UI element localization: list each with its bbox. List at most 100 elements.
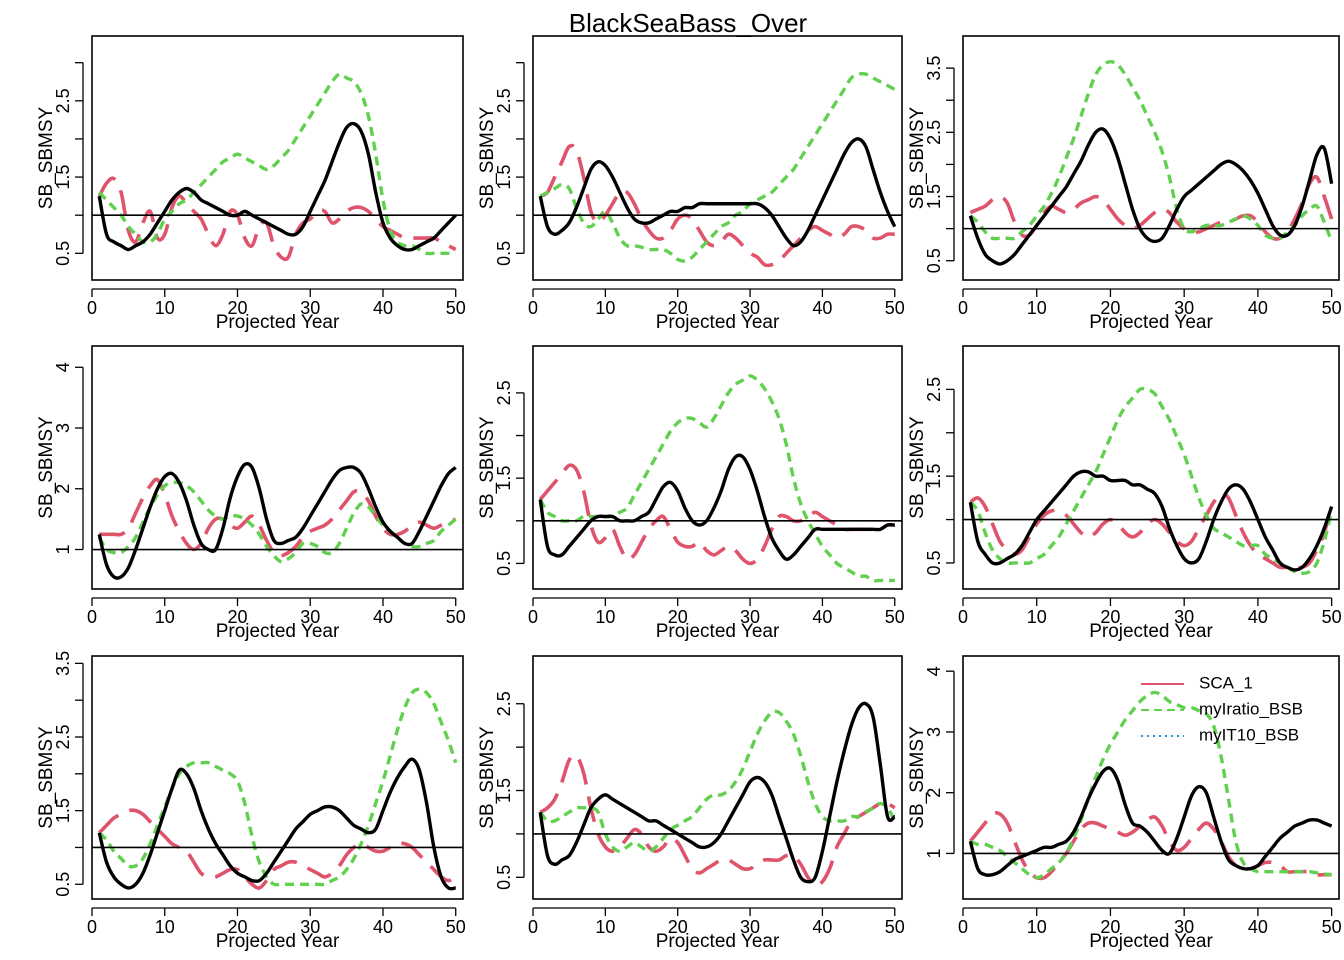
x-tick-label: 50 [1322,298,1342,318]
series-line-iratio [98,687,458,887]
x-tick-label: 30 [1174,917,1194,937]
x-tick-label: 40 [1248,607,1268,627]
series-line-iratio [969,386,1334,576]
plot-frame [962,655,1340,900]
x-tick-label: 40 [812,298,832,318]
x-axis-label: Projected Year [216,621,340,642]
panel-4: 0 10 20 30 40 50 Projected Year 1 2 3 4 SB_SBMSY [36,345,466,642]
x-tick-label: 20 [227,917,247,937]
x-tick-label: 50 [446,298,466,318]
plot-frame [532,345,903,590]
series-group [968,59,1334,266]
x-tick-label: 10 [155,298,175,318]
y-tick-label: 3 [53,423,73,433]
x-tick-label: 20 [1100,917,1120,937]
y-axis-label: SB_SBMSY [36,726,57,829]
x-tick-label: 0 [87,298,97,318]
panel-5: 0 10 20 30 40 50 Projected Year 0.5 1.5 2.5 SB_SBM… [477,345,905,642]
series-line-iratio [98,72,456,256]
plot-frame [532,35,903,281]
x-tick-label: 40 [373,298,393,318]
series-line-sca [969,491,1334,570]
x-tick-label: 30 [300,917,320,937]
series-group [538,701,897,888]
series-line-ref [97,461,457,580]
x-tick-label: 10 [1027,607,1047,627]
y-tick-label: 4 [53,362,73,372]
legend-label: myIT10_BSB [1199,725,1299,744]
y-tick-label: 1.5 [494,466,514,491]
x-tick-label: 10 [1027,917,1047,937]
y-tick-label: 1.5 [494,778,514,803]
x-tick-label: 0 [87,917,97,937]
series-group [97,687,458,891]
series-line-iratio [969,690,1332,880]
series-line-iratio [538,709,897,853]
series-line-iratio [539,71,896,263]
x-axis-label: Projected Year [216,931,340,952]
x-tick-label: 20 [1100,607,1120,627]
x-tick-label: 20 [668,607,688,627]
y-axis-label: SB_SBMSY [477,726,498,829]
x-axis-label: Projected Year [656,312,780,333]
y-tick-label: 0.5 [53,241,73,266]
y-tick-label: 0.5 [924,248,944,273]
y-tick-label: 2.5 [924,120,944,145]
y-tick-label: 1.5 [494,165,514,190]
legend-label: myIratio_BSB [1199,699,1303,718]
y-tick-label: 0.5 [53,872,73,897]
x-tick-label: 20 [668,917,688,937]
series-line-ref [538,453,895,561]
x-tick-label: 20 [1100,298,1120,318]
y-axis-label: SB_SBMSY [907,416,928,519]
figure-title: BlackSeaBass_Over [569,8,808,38]
y-axis-label: SB_SBMSY [907,726,928,829]
x-tick-label: 30 [740,917,760,937]
series-line-sca [538,463,895,566]
panel-2: 0 10 20 30 40 50 Projected Year 0.5 1.5 2.5SB_SBM… [477,35,905,333]
x-tick-label: 40 [1248,917,1268,937]
x-tick-label: 40 [812,917,832,937]
y-tick-label: 2.5 [494,380,514,405]
x-tick-label: 40 [1248,298,1268,318]
x-tick-label: 10 [155,607,175,627]
y-tick-label: 2.5 [53,88,73,113]
y-tick-label: 3.5 [53,651,73,676]
panel-9: 0 10 20 30 40 50 Projected Year 1 2 3 4 SB_SBMSY [907,655,1342,952]
x-axis-label: Projected Year [656,931,780,952]
x-tick-label: 0 [87,607,97,627]
series-line-sca [539,753,896,888]
series-group [538,71,897,268]
x-axis-label: Projected Year [656,621,780,642]
y-tick-label: 2 [53,484,73,494]
x-tick-label: 50 [885,298,905,318]
x-tick-label: 30 [740,298,760,318]
y-tick-label: 2.5 [924,377,944,402]
x-tick-label: 10 [155,917,175,937]
x-axis-label: Projected Year [216,312,340,333]
series-line-ref [538,701,896,884]
legend-label: SCA_1 [1199,673,1253,692]
y-tick-label: 1.5 [924,464,944,489]
y-tick-label: 3 [924,727,944,737]
y-tick-label: 2.5 [494,88,514,113]
y-tick-label: 1 [924,848,944,858]
x-axis-label: Projected Year [1089,312,1213,333]
y-tick-label: 0.5 [924,550,944,575]
x-tick-label: 0 [958,298,968,318]
y-axis-label: SB_SBMSY [907,106,928,209]
x-tick-label: 50 [446,917,466,937]
series-line-iratio [969,59,1334,243]
series-line-ref [538,137,897,248]
x-tick-label: 40 [812,607,832,627]
x-tick-label: 30 [300,298,320,318]
x-tick-label: 20 [227,298,247,318]
series-line-sca [968,811,1332,881]
y-tick-label: 3.5 [924,56,944,81]
x-tick-label: 10 [1027,298,1047,318]
x-tick-label: 20 [227,607,247,627]
y-tick-label: 4 [924,666,944,676]
plot-frame [91,655,464,900]
series-group [97,72,457,262]
plot-frame [962,35,1340,281]
